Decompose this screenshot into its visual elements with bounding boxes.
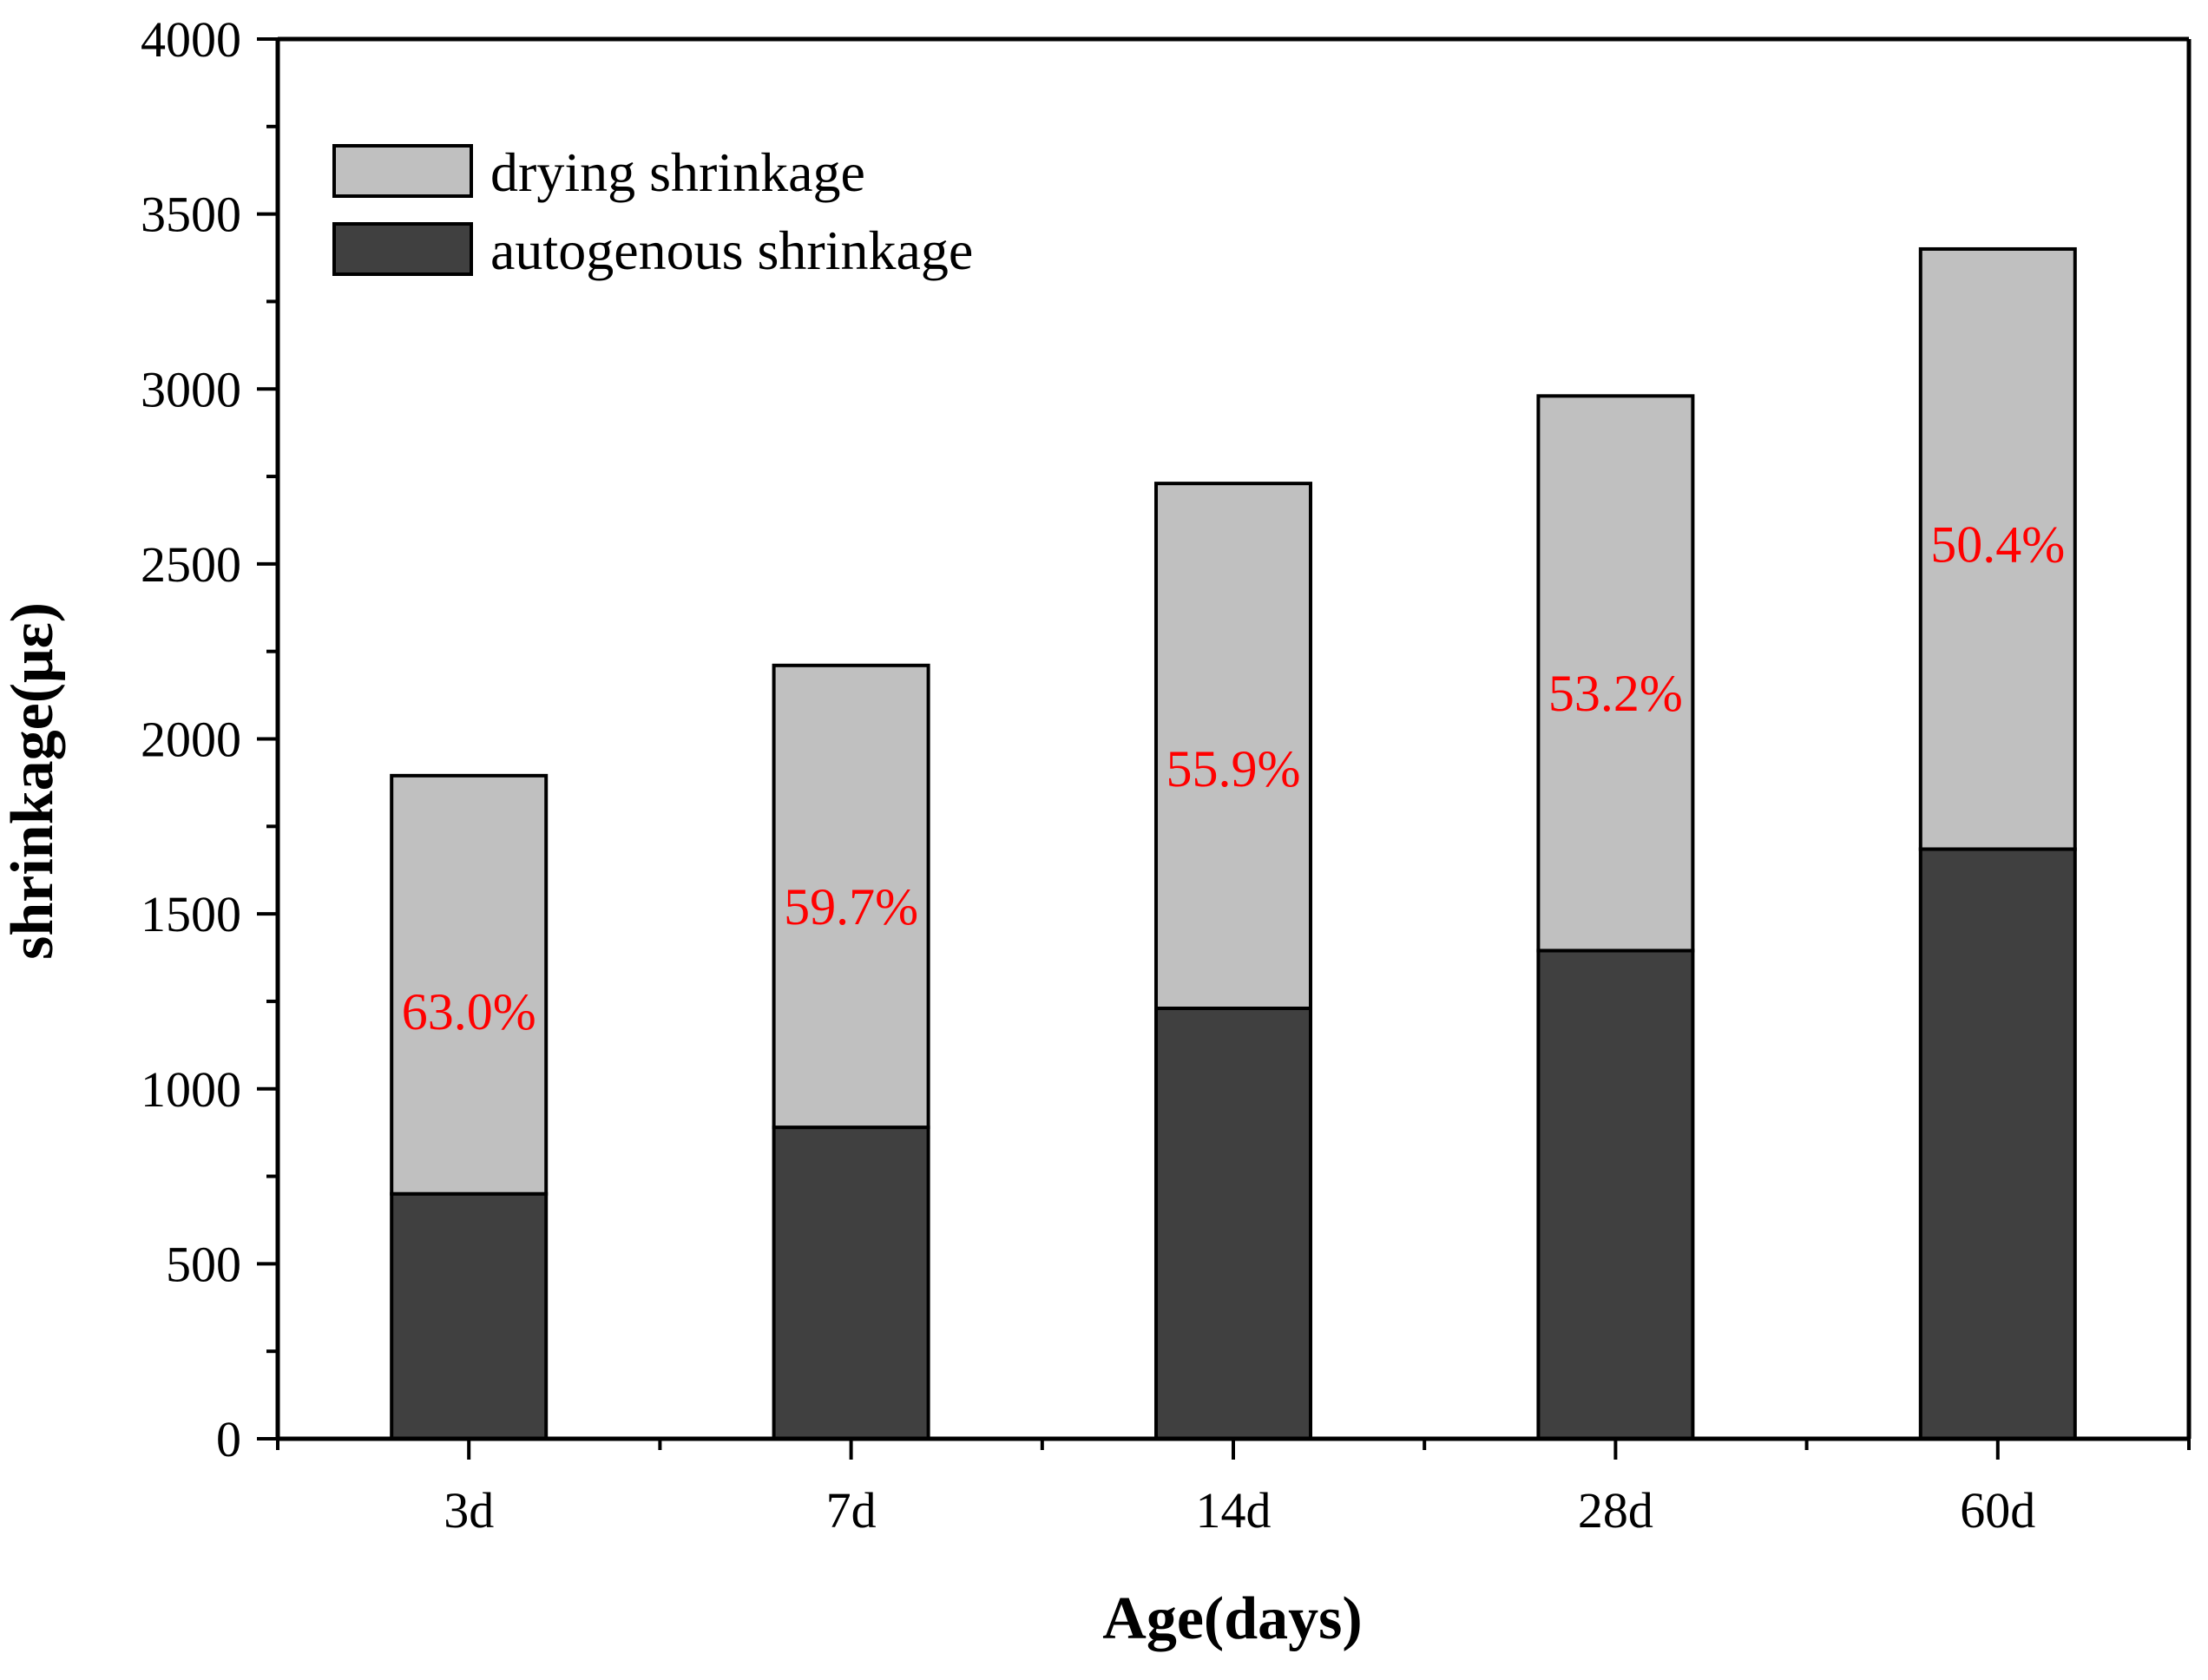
- bar-autogenous-3d: [390, 1191, 549, 1440]
- axes-layer: 0 500 1000 1500 2000 2500 3000 3500 4000 3d 7d 14d 2…: [141, 11, 2192, 1539]
- bars-layer: [390, 246, 2077, 1441]
- legend: drying shrinkage autogenous shrinkage: [332, 141, 973, 281]
- percent-label-60d: 50.4%: [1930, 516, 2065, 574]
- y-tick-label-4000: 4000: [141, 11, 241, 68]
- y-tick-label-3500: 3500: [141, 187, 241, 243]
- x-tick-label-3d: 3d: [444, 1482, 494, 1539]
- y-tick-label-0: 0: [216, 1411, 241, 1467]
- bar-drying-3d: [390, 773, 549, 1196]
- x-tick-label-14d: 14d: [1196, 1482, 1272, 1539]
- bar-autogenous-60d: [1918, 847, 2077, 1440]
- bar-drying-60d: [1918, 246, 2077, 851]
- percent-label-28d: 53.2%: [1548, 665, 1683, 722]
- x-tick-label-28d: 28d: [1578, 1482, 1653, 1539]
- percent-label-3d: 63.0%: [402, 983, 536, 1040]
- y-tick-label-1000: 1000: [141, 1061, 241, 1118]
- bar-drying-7d: [772, 663, 930, 1130]
- y-axis-title: shrinkage(με): [0, 602, 66, 960]
- y-tick-label-3000: 3000: [141, 361, 241, 417]
- legend-label-autogenous: autogenous shrinkage: [490, 220, 973, 281]
- y-tick-label-2000: 2000: [141, 712, 241, 768]
- y-tick-label-500: 500: [166, 1236, 241, 1292]
- x-axis-title: Age(days): [1102, 1585, 1362, 1652]
- legend-swatch-autogenous: [332, 222, 473, 276]
- percent-label-7d: 59.7%: [784, 878, 918, 935]
- legend-label-drying: drying shrinkage: [490, 141, 865, 203]
- bar-drying-14d: [1154, 482, 1312, 1011]
- bar-autogenous-28d: [1536, 948, 1695, 1441]
- y-tick-label-1500: 1500: [141, 886, 241, 942]
- x-tick-label-7d: 7d: [826, 1482, 877, 1539]
- x-tick-label-60d: 60d: [1960, 1482, 2035, 1539]
- bar-autogenous-7d: [772, 1125, 930, 1441]
- annotations-layer: 63.0% 59.7% 55.9% 53.2% 50.4%: [402, 516, 2066, 1040]
- bar-autogenous-14d: [1154, 1007, 1312, 1440]
- y-tick-label-2500: 2500: [141, 536, 241, 593]
- bar-drying-28d: [1536, 394, 1695, 953]
- legend-swatch-drying: [332, 144, 473, 198]
- percent-label-14d: 55.9%: [1166, 740, 1301, 797]
